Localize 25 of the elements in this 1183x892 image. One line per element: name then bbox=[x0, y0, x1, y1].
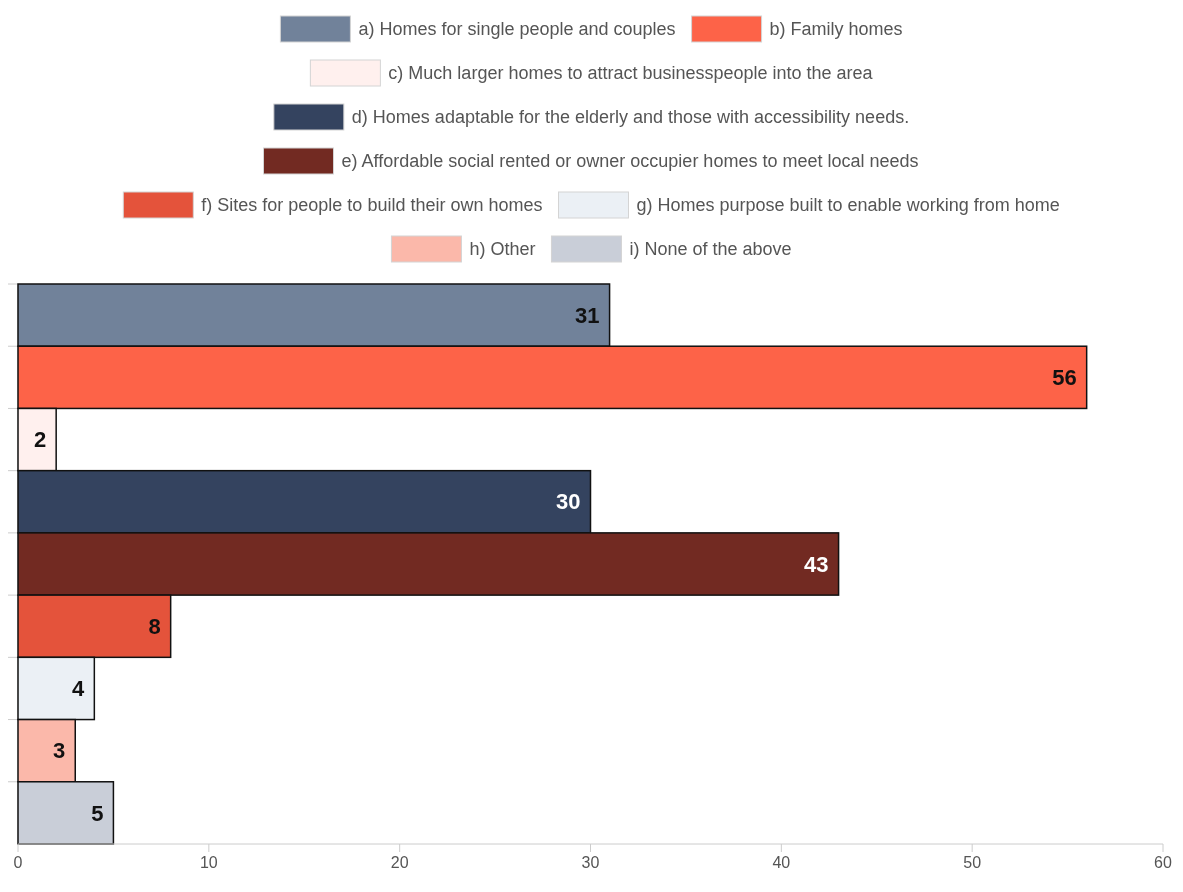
data-label: 56 bbox=[1052, 365, 1077, 391]
data-label: 43 bbox=[804, 551, 829, 577]
x-tick-label: 30 bbox=[581, 854, 600, 871]
x-tick-label: 0 bbox=[13, 854, 23, 871]
x-tick-label: 40 bbox=[772, 854, 791, 871]
data-label: 8 bbox=[148, 613, 161, 639]
legend-label: f) Sites for people to build their own homes bbox=[201, 195, 543, 216]
x-tick-label: 60 bbox=[1154, 854, 1172, 871]
x-tick-label: 20 bbox=[390, 854, 409, 871]
legend-label: e) Affordable social rented or owner occupier homes to meet local needs bbox=[341, 151, 919, 172]
legend-label: d) Homes adaptable for the elderly and those with accessibility needs. bbox=[351, 107, 910, 128]
x-tick-label: 10 bbox=[199, 854, 218, 871]
legend-label: b) Family homes bbox=[769, 19, 903, 40]
x-tick-label: 50 bbox=[963, 854, 982, 871]
legend-label: c) Much larger homes to attract businesspeople into the area bbox=[388, 63, 874, 84]
data-label: 4 bbox=[72, 676, 86, 702]
legend-label: h) Other bbox=[469, 239, 536, 260]
legend-label: g) Homes purpose built to enable working from home bbox=[636, 195, 1060, 216]
data-label: 5 bbox=[91, 800, 104, 826]
data-label: 3 bbox=[53, 738, 66, 764]
legend-label: i) None of the above bbox=[629, 239, 792, 260]
data-label: 31 bbox=[575, 302, 600, 328]
data-label: 30 bbox=[556, 489, 581, 515]
data-label: 2 bbox=[33, 427, 47, 453]
legend-label: a) Homes for single people and couples bbox=[358, 19, 676, 40]
